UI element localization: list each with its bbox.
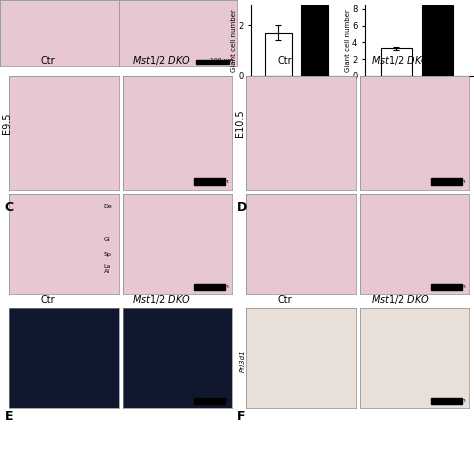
Text: 100 μm: 100 μm xyxy=(442,398,466,403)
Text: Ctr: Ctr xyxy=(277,56,292,66)
Y-axis label: Giant cell number: Giant cell number xyxy=(231,9,237,72)
Text: La: La xyxy=(104,264,111,268)
Text: Ctr: Ctr xyxy=(277,295,292,305)
Text: Sp: Sp xyxy=(104,252,111,256)
Text: C: C xyxy=(5,201,14,214)
Bar xyxy=(422,5,453,76)
Text: E9.5: E9.5 xyxy=(2,112,12,134)
Bar xyxy=(194,284,225,290)
Text: 50 μm: 50 μm xyxy=(209,284,229,289)
Text: 100 μm: 100 μm xyxy=(442,179,466,184)
Bar xyxy=(431,178,462,185)
Text: Ctr: Ctr xyxy=(40,56,55,66)
Text: 100 μm: 100 μm xyxy=(205,398,229,403)
Bar xyxy=(431,398,462,404)
Text: D: D xyxy=(237,201,247,214)
Bar xyxy=(195,60,228,64)
Text: $Mst1/2$ DKO: $Mst1/2$ DKO xyxy=(132,293,191,306)
Text: $Mst1/2$ DKO: $Mst1/2$ DKO xyxy=(132,54,191,67)
Text: Ctr: Ctr xyxy=(40,295,55,305)
Text: E: E xyxy=(5,410,13,423)
Text: E10.5: E10.5 xyxy=(235,109,245,137)
Text: Gi: Gi xyxy=(104,237,110,242)
Y-axis label: Giant cell number: Giant cell number xyxy=(345,9,351,72)
Bar xyxy=(194,178,225,185)
Text: Al: Al xyxy=(104,270,109,274)
Text: 100 μm: 100 μm xyxy=(205,179,229,184)
Text: De: De xyxy=(104,204,112,209)
Bar xyxy=(381,48,412,76)
Bar xyxy=(431,284,462,290)
Text: F: F xyxy=(237,410,246,423)
Text: $Mst1/2$ DKO: $Mst1/2$ DKO xyxy=(371,293,430,306)
Text: $Mst1/2$ DKO: $Mst1/2$ DKO xyxy=(371,54,430,67)
Text: Prl3d1: Prl3d1 xyxy=(239,349,246,372)
Text: 100 μm: 100 μm xyxy=(210,58,233,63)
Bar xyxy=(265,33,292,76)
Bar xyxy=(194,398,225,404)
Bar xyxy=(301,5,328,76)
Text: 50 μm: 50 μm xyxy=(446,284,466,289)
